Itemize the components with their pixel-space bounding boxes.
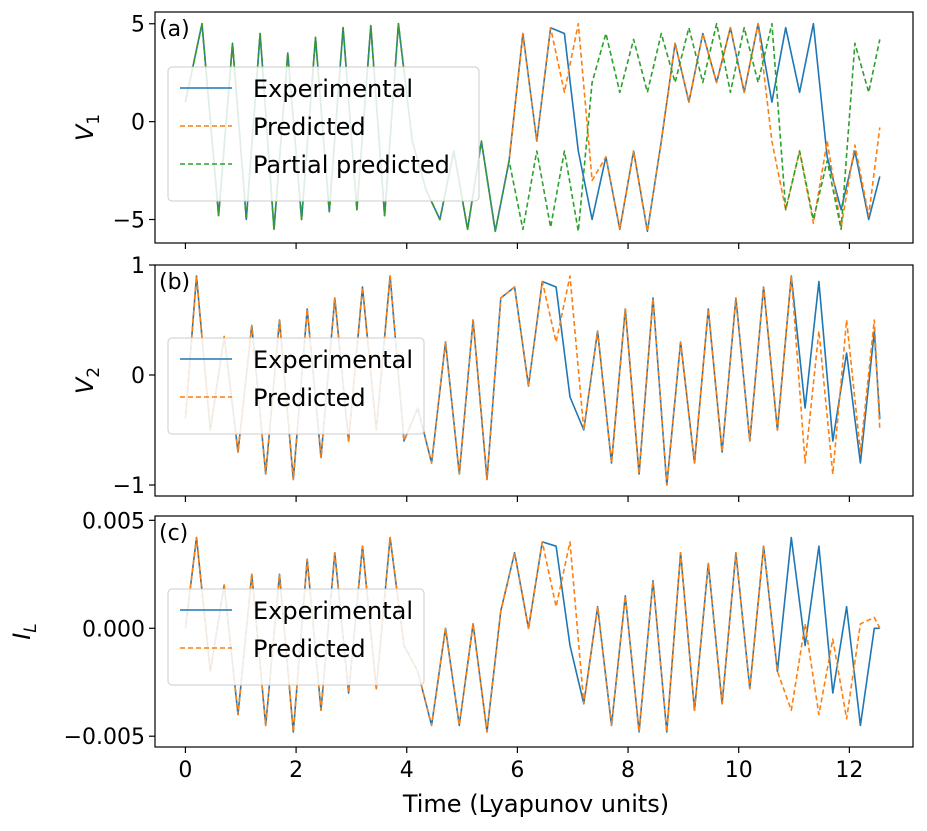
axes-frame [154, 11, 914, 244]
x-tick-label: 2 [289, 758, 303, 783]
x-tick-label: 6 [510, 758, 524, 783]
legend-label: Experimental [253, 346, 413, 374]
panel-3: 0 2 4 6 8 10 12 −0.005 0.000 0.005 IL (c) Experiment… [8, 509, 914, 783]
y-tick-label: −1 [113, 474, 145, 499]
panel-1: −5 0 5 V1 (a) Experimental Predicted Partial pr… [71, 11, 914, 249]
y-tick-label: 0 [131, 364, 145, 389]
legend: Experimental Predicted [167, 588, 425, 686]
legend-label: Predicted [253, 384, 366, 412]
y-axis-label: V2 [71, 367, 104, 394]
y-axis-label: V1 [71, 114, 104, 141]
y-tick-label: 0.000 [82, 617, 145, 642]
legend-label: Partial predicted [253, 151, 450, 179]
legend-box [167, 588, 425, 686]
y-tick-label: 1 [131, 254, 145, 279]
panel-2: −1 0 1 V2 (b) Experimental Predicted [71, 254, 914, 502]
legend-label: Experimental [253, 75, 413, 103]
x-tick-label: 10 [725, 758, 753, 783]
legend: Experimental Predicted [167, 337, 425, 435]
y-tick-label: 5 [131, 13, 145, 38]
y-tick-label: 0.005 [82, 509, 145, 534]
panel-label: (a) [159, 17, 190, 42]
x-axis-label: Time (Lyapunov units) [402, 790, 669, 818]
y-tick-label: 0 [131, 111, 145, 136]
y-axis-label: IL [8, 623, 41, 640]
x-tick-label: 12 [835, 758, 863, 783]
axes-frame [154, 264, 914, 497]
legend-label: Predicted [253, 635, 366, 663]
y-tick-label: −0.005 [64, 725, 145, 750]
legend-label: Experimental [253, 597, 413, 625]
x-tick-label: 8 [621, 758, 635, 783]
panel-label: (b) [159, 270, 190, 295]
legend-box [167, 337, 425, 435]
legend-box [167, 66, 480, 202]
panel-label: (c) [159, 521, 188, 546]
x-tick-label: 0 [178, 758, 192, 783]
legend: Experimental Predicted Partial predicted [167, 66, 480, 202]
axes-frame [154, 515, 914, 748]
x-tick-label: 4 [400, 758, 414, 783]
legend-label: Predicted [253, 113, 366, 141]
y-tick-label: −5 [113, 209, 145, 234]
